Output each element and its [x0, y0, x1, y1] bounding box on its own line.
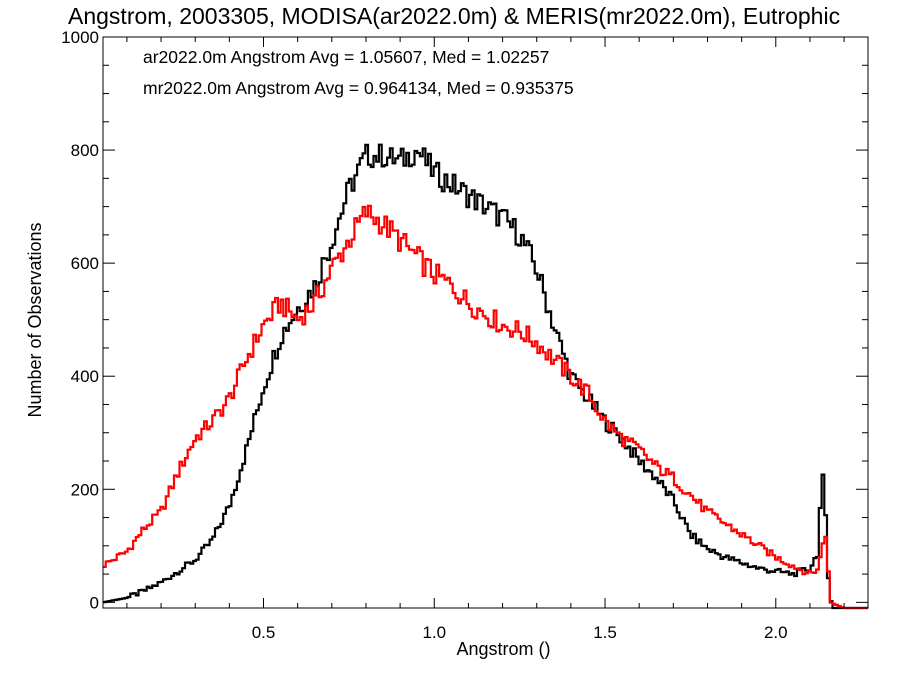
axis-layer: 0.5 1.0 1.5 2.0 0 200 400 600 800 1000	[61, 28, 868, 642]
y-tick-label: 400	[71, 367, 99, 386]
y-tick-label: 800	[71, 141, 99, 160]
y-tick-label: 1000	[61, 28, 99, 47]
y-axis-label: Number of Observations	[25, 222, 45, 417]
chart-title: Angstrom, 2003305, MODISA(ar2022.0m) & M…	[68, 3, 840, 29]
plot-frame	[102, 36, 869, 609]
series-layer	[103, 143, 868, 610]
x-tick-label: 1.5	[593, 623, 617, 642]
y-tick-label: 600	[71, 254, 99, 273]
series-line-mr2022.0m	[103, 204, 868, 610]
y-tick-label: 200	[71, 480, 99, 499]
y-tick-label: 0	[90, 593, 99, 612]
series-annotation-ar2022: ar2022.0m Angstrom Avg = 1.05607, Med = …	[143, 47, 549, 67]
x-axis-label: Angstrom ()	[456, 639, 550, 659]
series-line-ar2022.0m	[103, 143, 868, 610]
x-tick-label: 0.5	[252, 623, 276, 642]
series-annotation-mr2022: mr2022.0m Angstrom Avg = 0.964134, Med =…	[143, 78, 574, 98]
x-tick-label: 1.0	[422, 623, 446, 642]
x-tick-label: 2.0	[764, 623, 788, 642]
